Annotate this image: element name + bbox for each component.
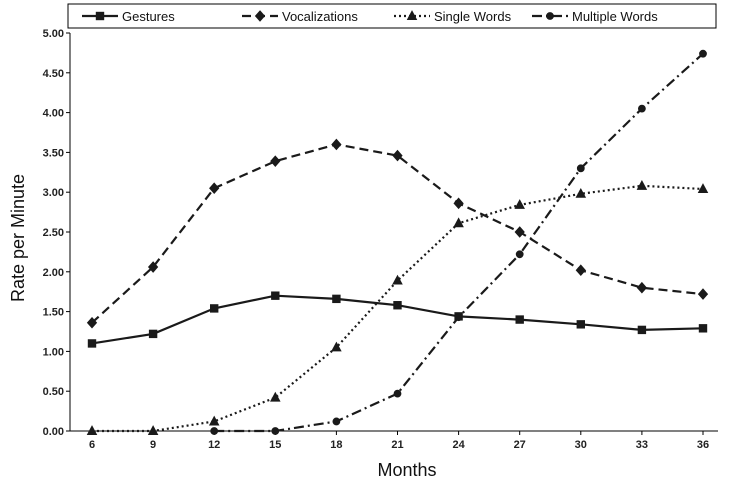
- data-point: [271, 427, 280, 435]
- legend-entry: Vocalizations: [242, 9, 358, 24]
- series-vocalizations: [86, 138, 709, 329]
- data-point: [86, 425, 98, 436]
- x-tick-label: 36: [697, 439, 709, 451]
- data-point: [575, 264, 586, 277]
- data-point: [514, 199, 525, 209]
- y-axis-label: Rate per Minute: [8, 174, 28, 302]
- series-layer: [86, 49, 709, 436]
- data-point: [270, 391, 281, 402]
- y-tick-label: 2.50: [43, 227, 64, 239]
- legend-box: [67, 3, 717, 29]
- series-single-words: [86, 179, 709, 436]
- data-point: [332, 294, 341, 304]
- data-point: [697, 288, 709, 300]
- x-tick-label: 30: [575, 439, 587, 451]
- y-tick-labels: 0.00 0.50 1.00 1.50 2.00 2.50 3.00 3.50 4.00 4.50…: [43, 28, 64, 438]
- y-tick-label: 1.50: [43, 307, 64, 319]
- axes: [66, 32, 718, 435]
- data-point: [453, 197, 464, 210]
- legend-marker: [95, 11, 105, 21]
- x-tick-label: 15: [269, 439, 281, 451]
- legend-label: Vocalizations: [282, 9, 358, 24]
- legend: Gestures Vocalizations Single Words Multipl…: [67, 3, 717, 29]
- data-point: [393, 389, 402, 398]
- series-line: [91, 143, 704, 324]
- y-tick-label: 0.00: [43, 426, 64, 438]
- legend-entry: Single Words: [394, 9, 512, 24]
- series-gestures: [87, 291, 708, 348]
- data-point: [454, 313, 463, 322]
- x-tick-label: 6: [89, 439, 95, 451]
- legend-entry: Multiple Words: [532, 9, 658, 24]
- data-point: [453, 217, 464, 228]
- data-point: [699, 49, 707, 58]
- x-tick-label: 18: [330, 439, 342, 451]
- data-point: [392, 149, 403, 162]
- data-point: [636, 179, 648, 190]
- legend-label: Gestures: [122, 9, 175, 24]
- data-point: [210, 427, 219, 435]
- data-point: [575, 187, 587, 198]
- legend-entry: Gestures: [82, 9, 175, 24]
- y-tick-label: 4.00: [43, 108, 64, 120]
- data-point: [514, 226, 525, 238]
- data-point: [209, 182, 220, 195]
- series-multiple-words: [210, 49, 707, 435]
- y-tick-label: 4.50: [43, 68, 64, 80]
- data-point: [392, 274, 403, 285]
- data-point: [147, 425, 159, 436]
- x-tick-label: 12: [208, 439, 220, 451]
- y-tick-label: 2.00: [43, 267, 64, 279]
- data-point: [515, 315, 524, 324]
- legend-label: Multiple Words: [572, 9, 658, 24]
- data-point: [638, 104, 646, 113]
- series-line: [214, 52, 704, 433]
- x-tick-label: 33: [636, 439, 648, 451]
- data-point: [331, 138, 342, 151]
- data-point: [147, 261, 159, 273]
- x-axis-label: Months: [377, 460, 436, 480]
- y-tick-label: 3.50: [43, 147, 64, 159]
- data-point: [576, 320, 585, 329]
- x-tick-label: 24: [452, 439, 465, 451]
- y-tick-label: 3.00: [43, 187, 64, 199]
- y-tick-label: 1.00: [43, 346, 64, 358]
- data-point: [87, 339, 97, 348]
- y-tick-label: 0.50: [43, 386, 64, 398]
- x-tick-labels: 6 9 12 15 18 21 24 27 30 33 36: [89, 439, 709, 451]
- data-point: [698, 324, 708, 333]
- x-tick-label: 27: [514, 439, 526, 451]
- legend-marker: [406, 10, 418, 21]
- data-point: [515, 250, 524, 259]
- legend-label: Single Words: [434, 9, 512, 24]
- data-point: [270, 155, 281, 167]
- data-point: [331, 341, 342, 352]
- x-tick-label: 21: [391, 439, 403, 451]
- data-point: [208, 415, 220, 426]
- data-point: [636, 281, 648, 294]
- data-point: [576, 164, 585, 173]
- x-tick-label: 9: [150, 439, 156, 451]
- y-tick-label: 5.00: [43, 28, 64, 40]
- data-point: [393, 301, 402, 310]
- legend-marker: [546, 12, 554, 20]
- data-point: [332, 417, 341, 426]
- data-point: [271, 291, 280, 300]
- data-point: [637, 325, 647, 335]
- data-point: [697, 183, 709, 194]
- data-point: [148, 329, 158, 339]
- legend-marker: [254, 10, 266, 22]
- data-point: [209, 304, 219, 313]
- data-point: [86, 316, 98, 329]
